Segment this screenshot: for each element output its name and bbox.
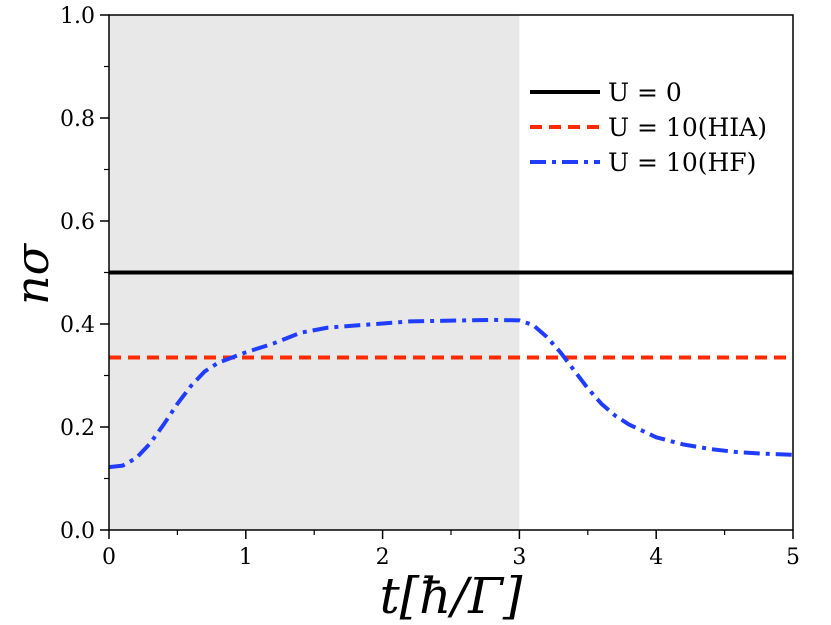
legend-label-2: U = 10(HF) [608,148,756,177]
y-tick-label: 0.8 [60,107,95,132]
y-tick-label: 0.6 [60,210,95,235]
x-tick-label: 2 [376,545,390,570]
x-tick-label: 4 [649,545,663,570]
x-tick-label: 0 [102,545,116,570]
x-tick-label: 5 [786,545,800,570]
y-axis-title: nσ [5,242,59,305]
y-tick-label: 0.0 [60,519,95,544]
y-tick-label: 0.4 [60,313,95,338]
legend: U = 0 U = 10(HIA) U = 10(HF) [530,78,767,177]
legend-label-1: U = 10(HIA) [608,113,767,142]
y-tick-label: 1.0 [60,4,95,29]
x-tick-label: 1 [239,545,253,570]
y-tick-label: 0.2 [60,416,95,441]
x-axis-title: t[ħ/Γ] [380,567,523,625]
series-layer [108,270,794,470]
legend-label-0: U = 0 [608,78,682,107]
axes-layer: 0 1 2 3 4 5 0.0 0.2 0.4 0.6 0.8 1.0 t[ħ/Γ] nσ [5,4,800,625]
x-tick-label: 3 [512,545,526,570]
